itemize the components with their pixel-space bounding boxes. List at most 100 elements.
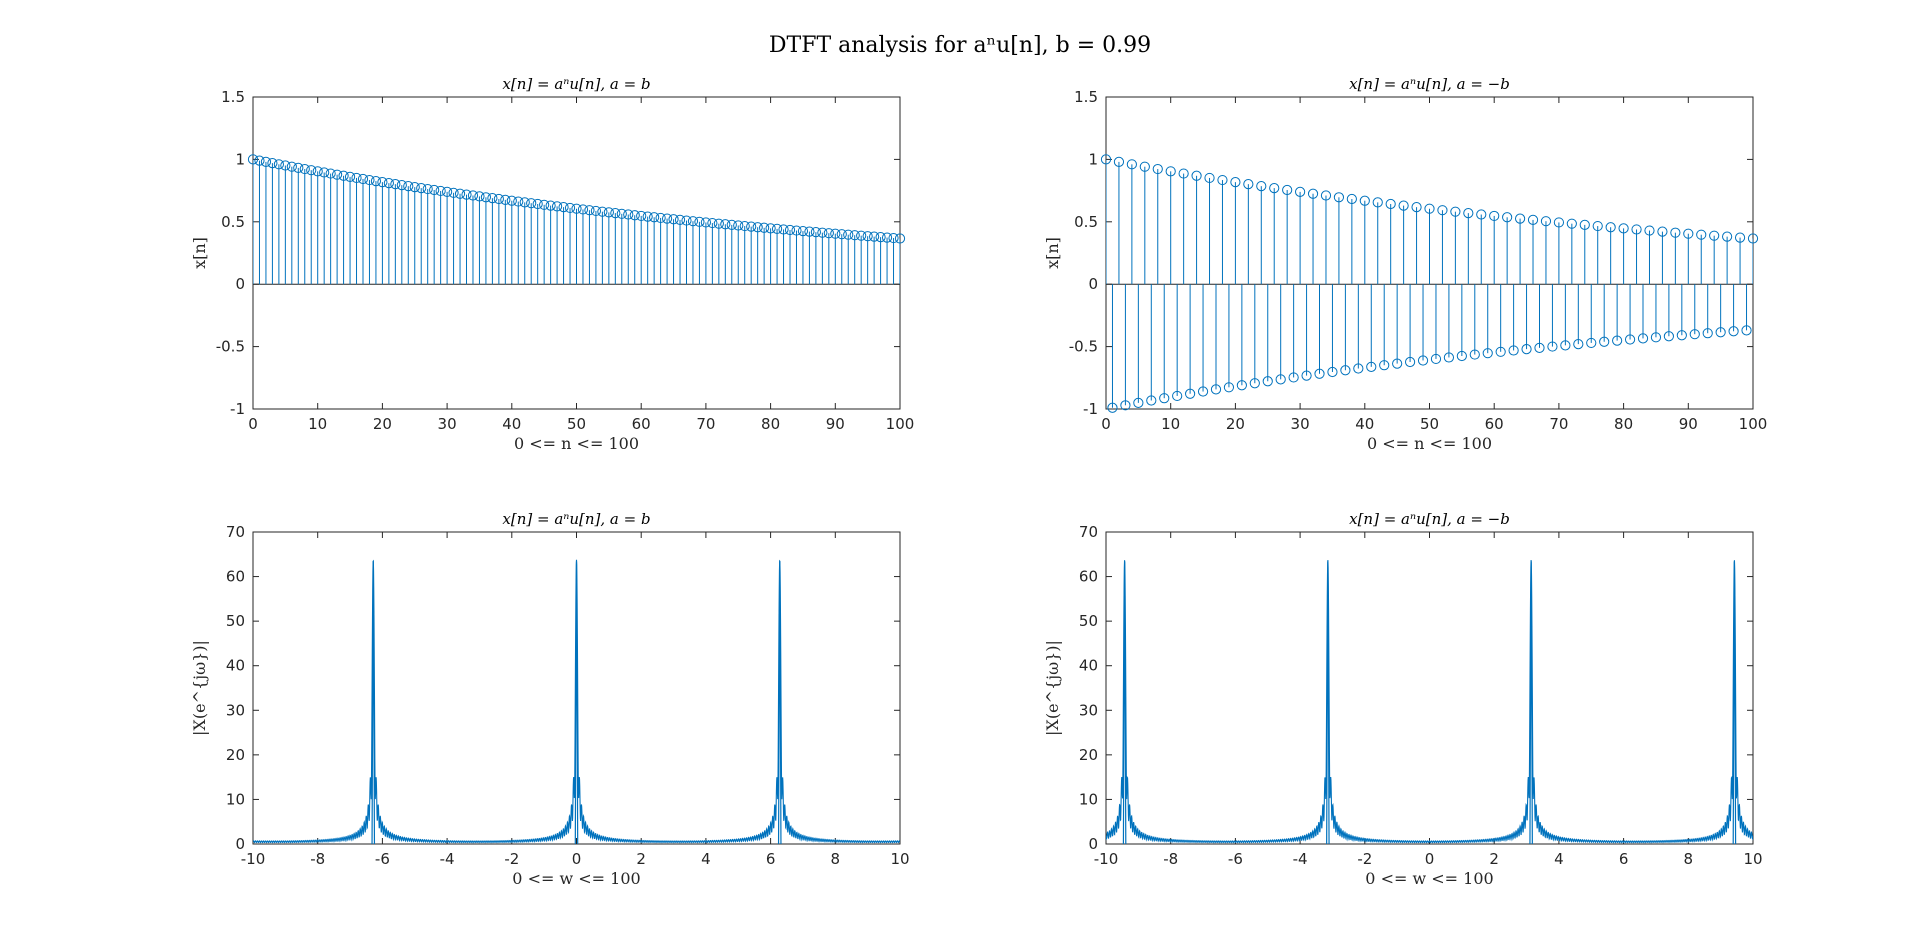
peak-mark [371,561,376,844]
stem-marker [752,222,763,233]
stem-marker [1566,218,1577,229]
stem-marker [545,200,556,211]
subplot-title: x[n] = aⁿu[n], a = −b [1349,510,1510,528]
x-tick-label: 90 [826,415,845,433]
stem-marker [778,224,789,235]
stem-marker [1489,210,1500,222]
stem-marker [571,203,582,214]
stem-marker [649,212,660,223]
stem-marker [260,156,272,167]
stem-marker [1521,344,1532,355]
stem-marker [435,185,446,197]
y-axis-label: |X(e^{jω})| [1043,640,1062,736]
stem-marker [1262,376,1273,387]
x-tick-label: 0 [1101,415,1111,433]
stem-marker [442,186,453,197]
stem-marker [1612,335,1623,346]
stem-marker [894,233,906,244]
x-tick-label: 2 [1489,850,1499,868]
plot-area [253,159,900,285]
stem-marker [1340,365,1351,376]
y-tick-label: 1.5 [1074,88,1098,106]
x-axis-label: 0 <= n <= 100 [1367,434,1492,453]
stem-marker [1670,227,1681,238]
stem-marker [797,225,809,237]
stem-marker [623,209,634,220]
stem-marker [1249,378,1260,389]
y-tick-label: 0 [235,835,245,853]
magnitude-line [253,559,900,844]
stem-marker [338,170,349,181]
stem-marker [1463,208,1474,219]
x-tick-label: 40 [1355,415,1374,433]
stem-marker [1469,349,1480,360]
x-tick-label: 6 [766,850,776,868]
stem-marker [351,172,362,184]
stem-marker [461,189,472,200]
stem-marker [1631,224,1642,235]
stem-marker [1482,348,1493,359]
y-tick-label: 30 [1079,701,1098,719]
x-tick-label: 80 [761,415,780,433]
stem-marker [726,219,737,230]
stem-marker [1133,397,1144,408]
x-tick-label: 50 [1420,415,1439,433]
stem-marker [1256,181,1267,192]
stem-marker [1236,380,1247,391]
subplot-1: 0 10 20 30 40 50 60 70 80 90 100 -1 -0.5 0 0.5 1 1.5 x[n]… [190,75,914,453]
stem-marker [480,192,492,203]
stem-marker [1295,186,1306,197]
x-tick-label: 0 [1425,850,1435,868]
y-tick-label: 0 [235,275,245,293]
stem-marker [869,231,880,242]
x-tick-label: -4 [440,850,455,868]
y-tick-label: 10 [226,790,245,808]
x-axis-label: 0 <= n <= 100 [514,434,639,453]
x-tick-label: -6 [1228,850,1243,868]
stem-marker [1288,372,1299,383]
stem-marker [1372,197,1383,208]
stem-marker [500,194,511,205]
stem-marker [396,180,407,191]
stem-marker [526,198,537,209]
y-tick-label: 1 [235,150,245,168]
stem-marker [1243,179,1254,190]
stem-marker [319,167,330,178]
y-tick-label: -0.5 [1069,338,1098,356]
stem-marker [1333,192,1345,203]
x-tick-label: 60 [632,415,651,433]
stem-marker [1722,231,1733,242]
stem-marker [610,208,621,219]
x-tick-label: 10 [308,415,327,433]
stem-marker [862,231,873,242]
stem-marker [1553,217,1565,228]
stem-marker [1210,384,1222,395]
stem-marker [1605,222,1616,233]
stem-marker [674,214,686,226]
stem-marker [1185,388,1196,399]
stem-marker [1527,214,1539,226]
stem-marker [1275,374,1286,385]
stem-marker [1734,232,1746,243]
stem-marker [1385,198,1396,210]
x-tick-label: 10 [1743,850,1762,868]
stem-marker [1314,368,1325,379]
stem-marker [1100,154,1112,165]
stem-marker [1508,345,1519,356]
stem-marker [1741,325,1752,336]
stem-marker [558,202,569,213]
x-tick-label: -2 [504,850,519,868]
subplot-title: x[n] = aⁿu[n], a = −b [1349,75,1510,93]
stem-marker [1540,216,1552,227]
stem-marker [422,183,433,195]
stem-marker [642,211,653,222]
stem-marker [694,216,705,227]
stem-marker [720,219,731,230]
stem-marker [383,178,394,189]
stem-marker [286,161,297,172]
plot-area [1106,560,1753,844]
x-tick-label: 90 [1679,415,1698,433]
stem-marker [409,182,420,193]
stem-marker [1107,402,1118,413]
stem-marker [1113,156,1125,167]
